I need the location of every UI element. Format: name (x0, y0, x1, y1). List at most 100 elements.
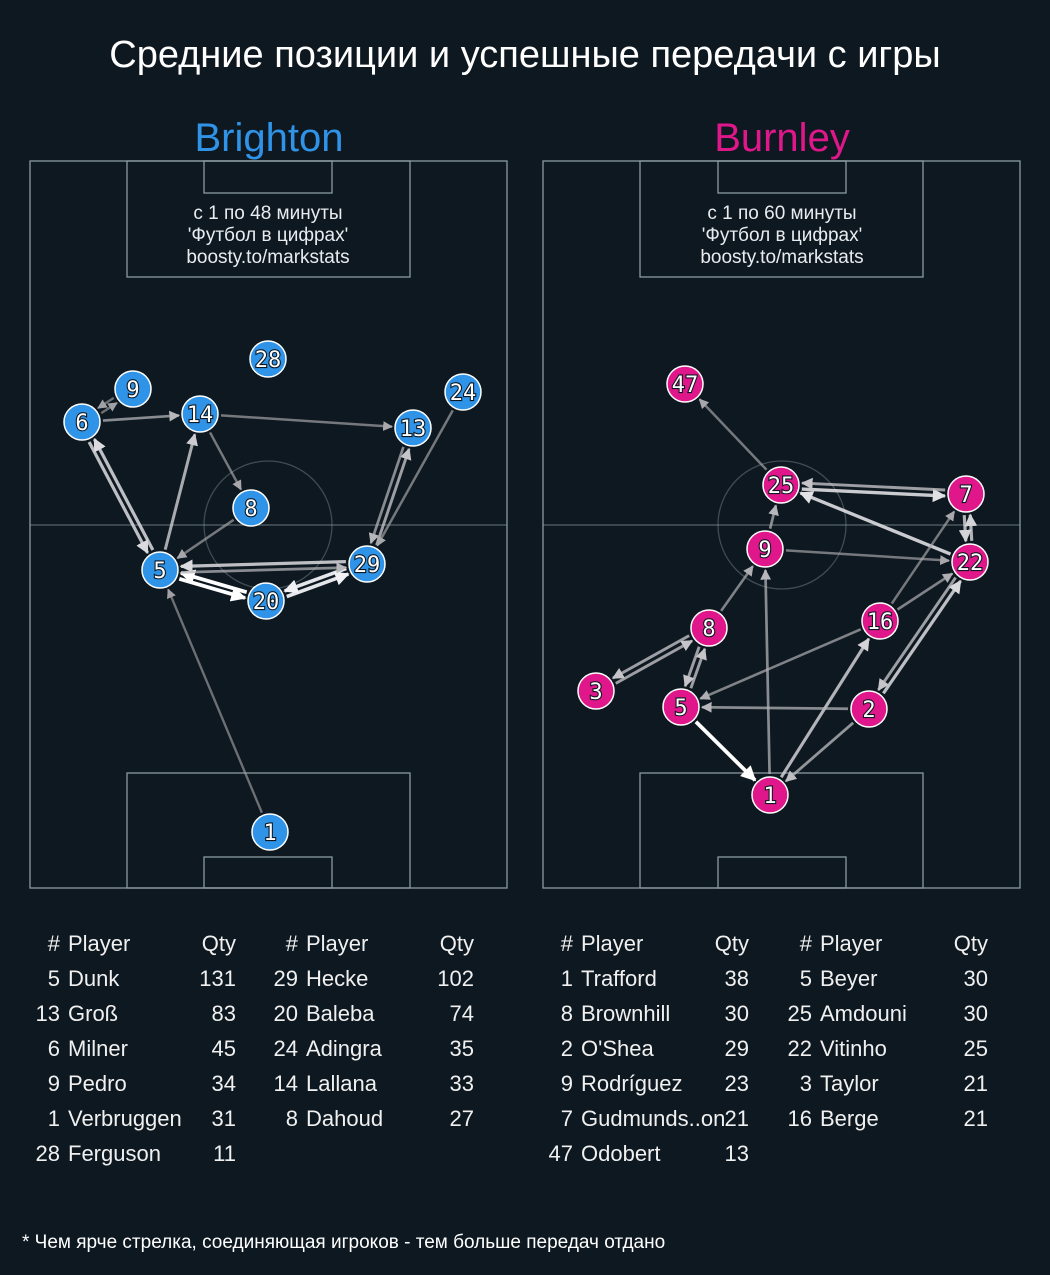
pass-count: 45 (211, 1036, 236, 1061)
player-node-2 (850, 690, 888, 728)
player-number: 1 (47, 1106, 60, 1131)
pass-arrow-16-to-7 (890, 510, 956, 605)
pass-arrow-5-to-29 (181, 562, 348, 574)
pass-arrow-9-to-6 (97, 396, 115, 410)
player-node-1 (251, 813, 289, 851)
player-name: Milner (68, 1036, 128, 1061)
player-node-label: 2 (862, 698, 875, 723)
pass-count: 30 (724, 1001, 749, 1026)
player-node-label: 8 (702, 617, 715, 642)
pass-count: 21 (963, 1071, 988, 1096)
player-node-label: 24 (450, 381, 477, 406)
player-number: 8 (285, 1106, 298, 1131)
player-name: Dunk (68, 966, 120, 991)
brighton-info-line-2: 'Футбол в цифрах' (188, 225, 348, 246)
player-number: # (799, 931, 812, 956)
player-name: Beyer (820, 966, 878, 991)
player-name: O'Shea (581, 1036, 654, 1061)
player-node-label: 5 (153, 559, 166, 584)
player-number: 9 (47, 1071, 60, 1096)
pitch-burnley (542, 160, 1021, 889)
pass-arrow-8-to-5 (176, 518, 235, 560)
pass-arrow-7-to-25 (800, 477, 946, 492)
player-node-5 (662, 688, 700, 726)
player-number: 20 (273, 1001, 298, 1026)
burnley-info-line-2: 'Футбол в цифрах' (702, 225, 862, 246)
pass-arrows-brighton (87, 396, 454, 814)
team-title-brighton: Brighton (194, 116, 344, 160)
pass-count: 38 (724, 966, 749, 991)
player-node-label: 9 (758, 538, 771, 563)
player-node-label: 13 (400, 417, 427, 442)
pass-arrow-5-to-6 (93, 438, 155, 551)
player-node-24 (444, 373, 482, 411)
pass-arrow-1-to-5 (167, 588, 263, 814)
player-number: 5 (47, 966, 60, 991)
pass-arrow-6-to-9 (100, 401, 118, 415)
pass-count: 21 (963, 1106, 988, 1131)
player-node-3 (577, 672, 615, 710)
player-number: 5 (799, 966, 812, 991)
pass-arrow-22-to-7 (964, 513, 978, 541)
player-node-label: 20 (253, 590, 280, 615)
player-number: 28 (35, 1141, 60, 1166)
pass-count: 102 (437, 966, 474, 991)
player-node-28 (249, 340, 287, 378)
pass-count: Qty (439, 931, 474, 956)
pitch-brighton (29, 160, 508, 889)
pass-arrow-16-to-22 (896, 572, 954, 611)
pass-arrow-5-to-8 (689, 647, 707, 689)
player-name: Player (68, 931, 131, 956)
player-name: Groß (68, 1001, 119, 1026)
player-number: 2 (560, 1036, 573, 1061)
player-node-label: 47 (672, 373, 699, 398)
pass-arrow-2-to-22 (882, 579, 962, 695)
pass-arrow-14-to-13 (220, 414, 394, 431)
player-node-label: 1 (263, 821, 276, 846)
pass-arrow-16-to-5 (699, 628, 862, 700)
page-title: Средние позиции и успешные передачи с иг… (109, 34, 941, 76)
player-number: 14 (273, 1071, 298, 1096)
brighton-info-line-1: с 1 по 48 минуты (193, 203, 342, 224)
pass-arrow-9-to-25 (768, 504, 779, 529)
player-number: 3 (799, 1071, 812, 1096)
player-number: 9 (560, 1071, 573, 1096)
pass-count: 31 (211, 1106, 236, 1131)
pass-arrow-5-to-1 (694, 720, 757, 782)
pass-count: 33 (449, 1071, 474, 1096)
player-node-29 (348, 545, 386, 583)
player-node-label: 6 (75, 411, 88, 436)
player-name: Player (820, 931, 883, 956)
player-node-9 (746, 530, 784, 568)
pass-count: 83 (211, 1001, 236, 1026)
player-node-label: 8 (244, 497, 257, 522)
pass-arrow-8-to-3 (611, 634, 690, 680)
player-node-22 (951, 543, 989, 581)
player-node-label: 3 (589, 680, 602, 705)
pass-arrow-29-to-5 (179, 559, 346, 573)
pass-arrow-2-to-5 (700, 701, 849, 713)
player-name: Player (581, 931, 644, 956)
player-node-5 (141, 551, 179, 589)
player-name: Vitinho (820, 1036, 887, 1061)
pass-arrow-5-to-14 (163, 433, 198, 551)
pass-count: 11 (213, 1141, 236, 1166)
player-name: Trafford (581, 966, 657, 991)
player-name: Pedro (68, 1071, 127, 1096)
player-number: 1 (560, 966, 573, 991)
player-number: 24 (273, 1036, 298, 1061)
pass-arrow-8-to-9 (720, 565, 754, 612)
player-node-25 (762, 466, 800, 504)
pass-count: 27 (449, 1106, 474, 1131)
player-name: Rodríguez (581, 1071, 683, 1096)
pass-count: 131 (199, 966, 236, 991)
player-number: 29 (273, 966, 298, 991)
player-name: Adingra (306, 1036, 382, 1061)
player-number: 16 (787, 1106, 812, 1131)
player-node-20 (247, 582, 285, 620)
player-number: # (47, 931, 60, 956)
player-node-label: 28 (255, 348, 282, 373)
pass-count: 34 (211, 1071, 236, 1096)
footnote: * Чем ярче стрелка, соединяющая игроков … (22, 1232, 666, 1253)
player-number: 22 (787, 1036, 812, 1061)
